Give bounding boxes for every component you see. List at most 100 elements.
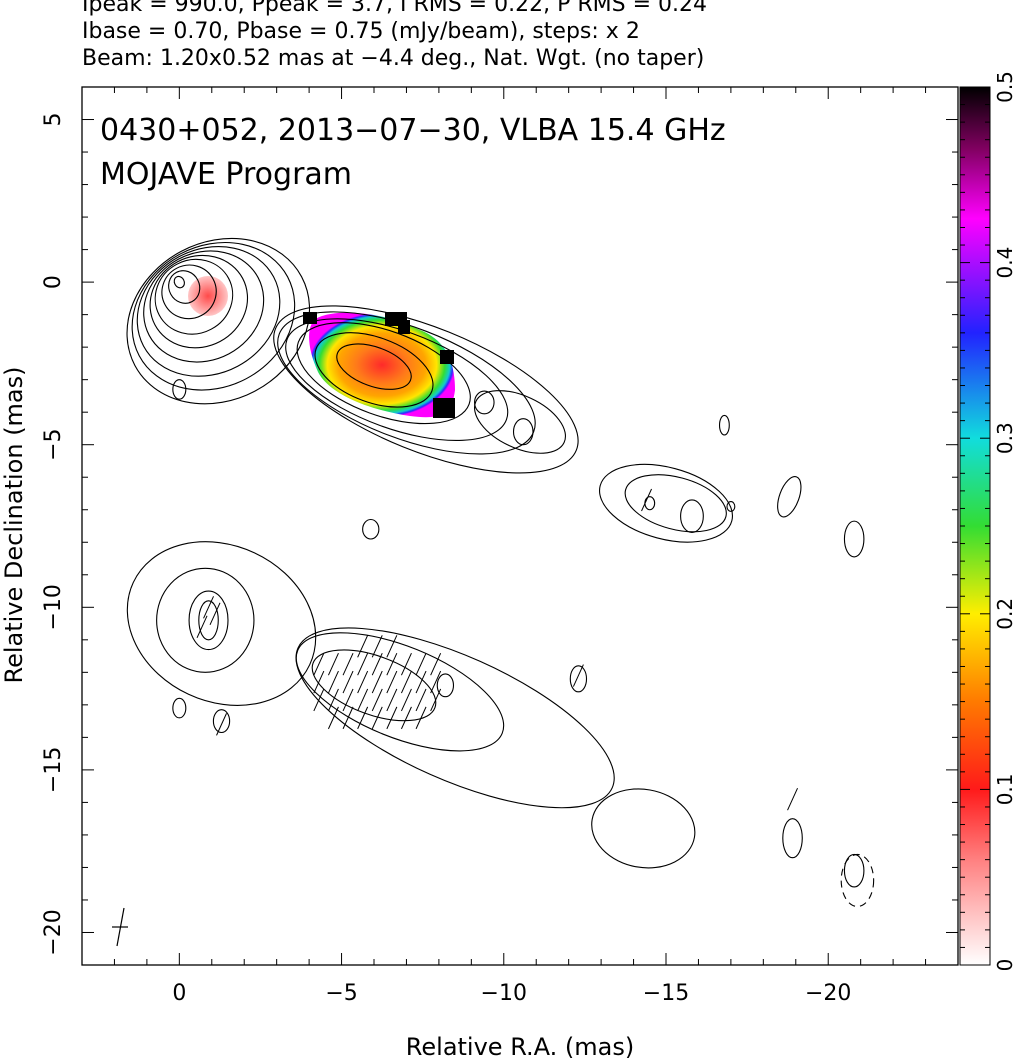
- jet-contour: [296, 322, 471, 425]
- evpa-tick: [203, 596, 214, 619]
- jet-contour: [473, 390, 567, 454]
- evpa-tick: [386, 706, 398, 730]
- jet-contour: [718, 414, 730, 436]
- colorbar-label: 0.5: [993, 71, 1017, 103]
- jet-contour: [777, 476, 802, 518]
- frame-ticks: [81, 86, 959, 966]
- evpa-tick: [641, 488, 652, 512]
- evpa-tick: [415, 706, 427, 730]
- pol-edge-block: [398, 320, 410, 334]
- beam-marker: [112, 907, 128, 947]
- lower-contour: [782, 818, 803, 859]
- evpa-tick: [357, 688, 369, 712]
- stats-line-1: Ipeak = 990.0, Ppeak = 3.7, I RMS = 0.22…: [82, 0, 707, 17]
- jet-contour: [314, 332, 434, 408]
- evpa-tick: [209, 602, 221, 626]
- evpa-tick: [371, 635, 383, 658]
- evpa-tick: [400, 706, 412, 730]
- jet-contour: [644, 496, 656, 511]
- evpa-tick: [415, 688, 427, 712]
- evpa-tick: [357, 652, 369, 676]
- jet-contour: [512, 418, 534, 446]
- y-tick-label: −15: [41, 747, 66, 793]
- lower-contour: [295, 627, 615, 809]
- x-tick-label: −20: [805, 981, 851, 1006]
- plot-subtitle: MOJAVE Program: [100, 157, 352, 192]
- evpa-tick: [386, 670, 398, 694]
- lower-contour: [198, 600, 219, 641]
- colorbar-label: 0.4: [993, 247, 1017, 279]
- evpa-tick: [386, 635, 398, 658]
- x-tick-label: −10: [481, 981, 527, 1006]
- jet-contour: [843, 520, 865, 558]
- core-polarization: [188, 276, 228, 316]
- x-axis-label: Relative R.A. (mas): [406, 1033, 634, 1060]
- x-tick-label: −15: [643, 981, 689, 1006]
- evpa-tick: [371, 706, 383, 730]
- negative-contour: [840, 853, 875, 908]
- evpa-tick: [572, 664, 584, 687]
- jet-contour: [277, 311, 536, 455]
- core-contour: [161, 264, 217, 320]
- evpa-tick: [327, 670, 339, 694]
- jet-contour: [336, 343, 412, 390]
- colorbar-label: 0: [993, 959, 1017, 972]
- evpa-tick: [313, 670, 325, 694]
- jet-contour: [624, 474, 727, 533]
- jet-contour: [598, 463, 734, 543]
- evpa-tick: [196, 615, 208, 639]
- evpa-tick: [430, 670, 442, 694]
- axis-tick-labels: 0 −5 −10 −15 −20 5 0 −5 −10 −15 −20: [41, 113, 851, 1006]
- evpa-tick: [216, 713, 227, 736]
- evpa-tick: [357, 670, 369, 694]
- jet-contour: [285, 318, 509, 442]
- evpa-tick: [787, 787, 798, 811]
- y-tick-label: −10: [41, 584, 66, 630]
- lower-contour: [436, 673, 455, 698]
- beam-line: Beam: 1.20x0.52 mas at −4.4 deg., Nat. W…: [82, 46, 705, 71]
- evpa-tick: [371, 670, 383, 694]
- evpa-tick: [342, 652, 354, 676]
- evpa-tick: [371, 652, 383, 676]
- evpa-tick: [357, 706, 369, 730]
- pol-edge-block: [433, 398, 455, 418]
- jet-polarization: [309, 312, 455, 418]
- lower-contour: [569, 665, 588, 693]
- evpa-tick: [327, 688, 339, 712]
- pol-edge-block: [440, 350, 454, 364]
- plot-frame: [81, 86, 959, 966]
- y-tick-label: −5: [41, 428, 66, 460]
- y-axis-label: Relative Declination (mas): [0, 366, 28, 683]
- plot-title: 0430+052, 2013−07−30, VLBA 15.4 GHz: [100, 113, 726, 148]
- lower-contour: [591, 788, 696, 869]
- jet-contour: [172, 379, 187, 400]
- polarization-color-map: [188, 276, 455, 418]
- evpa-tick: [400, 688, 412, 712]
- evpa-tick: [357, 635, 369, 658]
- colorbar-label: 0.3: [993, 422, 1017, 454]
- lower-contour: [126, 541, 317, 706]
- evpa-tick: [342, 670, 354, 694]
- evpa-tick: [327, 706, 339, 730]
- x-tick-label: −5: [325, 981, 357, 1006]
- evpa-tick: [415, 652, 427, 676]
- evpa-tick: [400, 652, 412, 676]
- colorbar-label: 0.1: [993, 773, 1017, 805]
- core-contour: [136, 245, 281, 377]
- lower-contour: [212, 709, 231, 734]
- x-tick-label: 0: [172, 981, 186, 1006]
- lower-contour: [172, 697, 187, 719]
- evpa-tick: [313, 652, 325, 676]
- colorbar: 0 0.1 0.2 0.3 0.4 0.5: [959, 71, 1017, 972]
- evpa-tick: [430, 652, 442, 676]
- evpa-tick: [327, 652, 339, 676]
- core-contour: [131, 241, 296, 391]
- evpa-tick: [371, 688, 383, 712]
- evpa-tick: [400, 670, 412, 694]
- core-contour: [126, 237, 311, 405]
- core-contour: [149, 254, 249, 349]
- polarization-ticks: [196, 488, 798, 811]
- lower-contour: [188, 590, 229, 651]
- evpa-tick: [313, 688, 325, 712]
